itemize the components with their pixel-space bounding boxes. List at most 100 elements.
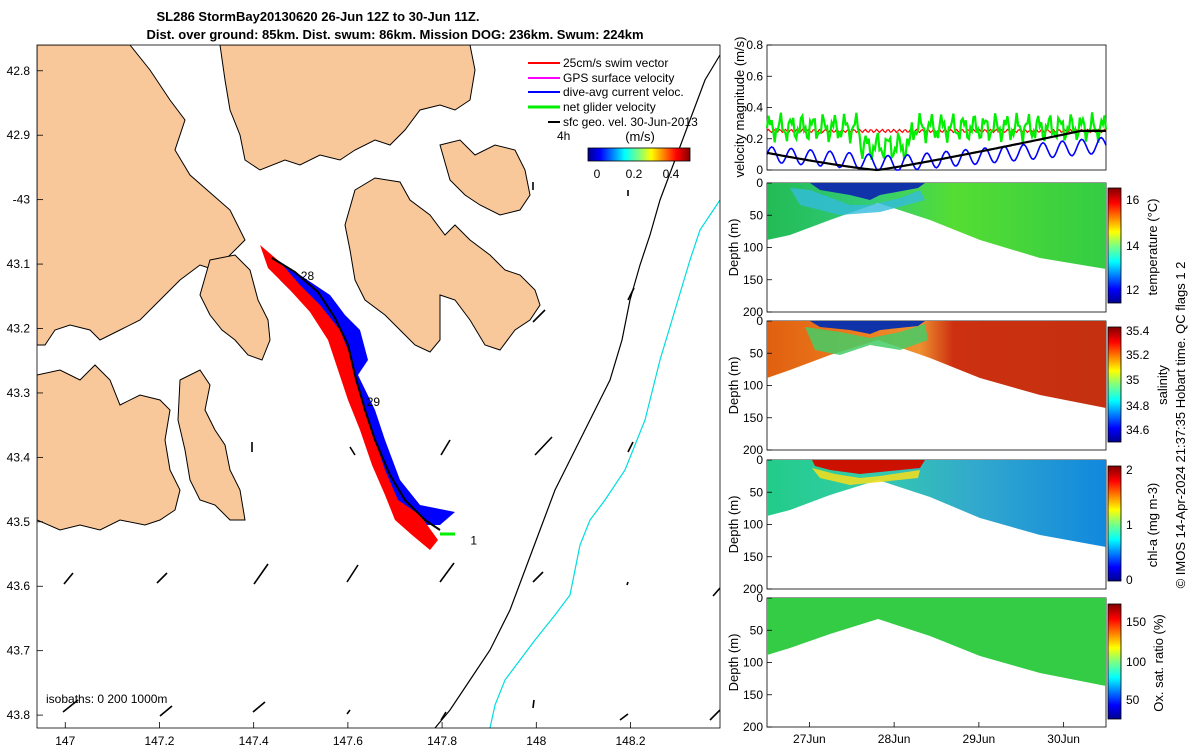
map-y-tick-label: -43: [13, 193, 31, 207]
oxygen-colorbar: [1107, 603, 1122, 720]
section-y-tick-label: 200: [743, 443, 763, 457]
salinity-panel: 35.4 35.2 35 34.8 34.6 salinity: [766, 320, 1170, 451]
oxygen-cb-tick-0: 150: [1126, 615, 1146, 629]
salinity-cb-tick-1: 35.2: [1126, 348, 1150, 362]
velocity-axes: 0 0.2 0.4 0.6 0.8: [746, 38, 772, 177]
section-y-tick-label: 50: [750, 208, 764, 222]
temperature-cb-tick-0: 16: [1126, 193, 1140, 207]
section-y-tick-label: 150: [743, 273, 763, 287]
map-x-tick-label: 148.2: [615, 734, 645, 748]
legend-gps-label: GPS surface velocity: [563, 71, 674, 85]
velocity-ylabel: velocity magnitude (m/s): [732, 37, 747, 178]
time-x-tick-label: 27Jun: [793, 732, 826, 746]
salinity-colorbar: [1107, 326, 1122, 443]
map-y-tick-label: 43.8: [7, 708, 31, 722]
temperature-cold-surface: [810, 183, 925, 200]
speed-colorbar-tick-1: 0.2: [626, 167, 643, 181]
chlorophyll-cb-label: chl-a (mg m-3): [1145, 483, 1160, 568]
section-y-tick-label: 150: [743, 688, 763, 702]
speed-colorbar-label: (m/s): [625, 129, 655, 144]
map-y-tick-label: 43.5: [7, 515, 31, 529]
temperature-cb-tick-2: 12: [1126, 283, 1140, 297]
legend-net-label: net glider velocity: [563, 100, 656, 114]
section-y-tick-label: 0: [756, 176, 763, 190]
map-x-tick-label: 147.8: [427, 734, 457, 748]
section-y-tick-label: 100: [743, 379, 763, 393]
land-peninsula: [177, 369, 246, 521]
velocity-y-tick-label: 0.2: [746, 132, 763, 146]
chlorophyll-surface-bloom: [812, 460, 925, 474]
legend-dive-label: dive-avg current veloc.: [563, 85, 684, 99]
chlorophyll-cb-tick-0: 2: [1126, 463, 1133, 477]
section-y-tick-label: 50: [750, 485, 764, 499]
section-y-tick-label: 100: [743, 656, 763, 670]
salinity-cb-tick-4: 34.6: [1126, 423, 1150, 437]
map-y-tick-label: 43.1: [7, 257, 31, 271]
map-legend: 25cm/s swim vector GPS surface velocity …: [528, 56, 698, 143]
isobaths-label: isobaths: 0 200 1000m: [46, 692, 167, 706]
temperature-panel: 16 14 12 temperature (°C): [766, 182, 1160, 313]
map-x-tick-label: 147.6: [333, 734, 363, 748]
isobath-200: [489, 199, 720, 728]
salinity-cb-tick-3: 34.8: [1126, 399, 1150, 413]
title-line-2: Dist. over ground: 85km. Dist. swum: 86k…: [146, 27, 643, 42]
chlorophyll-colorbar: [1107, 465, 1122, 582]
section-axes: 0 50 100 150 200 Depth (m) 0 50 100 150 200 Depth (…: [726, 176, 1080, 746]
temperature-cb-tick-1: 14: [1126, 239, 1140, 253]
section-y-tick-label: 150: [743, 411, 763, 425]
track-day-label: 29: [367, 395, 381, 409]
velocity-series-geo: [766, 129, 1106, 172]
chlorophyll-cb-tick-2: 0: [1126, 573, 1133, 587]
oxygen-field: [767, 598, 1106, 686]
velocity-y-tick-label: 0.8: [746, 38, 763, 52]
track-day-label: 28: [301, 269, 315, 283]
track-day-labels: 28 29 1: [301, 269, 478, 547]
sfc-geo-vel-arrows: [62, 182, 720, 721]
chlorophyll-yellow-band: [812, 468, 920, 485]
section-ylabel: Depth (m): [726, 357, 741, 415]
map-x-tick-label: 147: [55, 734, 75, 748]
land-east-cape: [439, 139, 531, 216]
map-panel: 25cm/s swim vector GPS surface velocity …: [7, 44, 721, 748]
section-y-tick-label: 200: [743, 720, 763, 734]
speed-colorbar: (m/s) 0 0.2 0.4: [587, 129, 691, 181]
map-axes: 147 147.2 147.4 147.6 147.8 148 148.2 42.8 42.9 -…: [7, 64, 646, 748]
legend-sfc-label: sfc geo. vel. 30-Jun-2013: [563, 115, 698, 129]
land-east: [344, 177, 541, 353]
map-contents: 25cm/s swim vector GPS surface velocity …: [37, 45, 720, 728]
temperature-colorbar: [1107, 187, 1122, 304]
map-x-tick-label: 148: [526, 734, 546, 748]
velocity-series: [765, 112, 1108, 172]
temperature-cyan-band: [790, 188, 925, 215]
glider-track: [271, 257, 441, 531]
section-y-tick-label: 0: [756, 314, 763, 328]
map-frame: [36, 44, 721, 729]
velocity-series-net: [765, 112, 1108, 161]
velocity-y-tick-label: 0.6: [746, 69, 763, 83]
velocity-frame: [766, 44, 1107, 171]
map-x-tick-label: 147.4: [239, 734, 269, 748]
chlorophyll-cb-tick-1: 1: [1126, 518, 1133, 532]
map-y-tick-label: 43.6: [7, 579, 31, 593]
section-y-tick-label: 50: [750, 346, 764, 360]
land-west: [37, 45, 246, 346]
salinity-cb-tick-0: 35.4: [1126, 324, 1150, 338]
track-day-label: 1: [470, 533, 477, 547]
land-west-2: [37, 364, 181, 531]
temperature-field: [767, 183, 1106, 269]
oxygen-panel: 150 100 50 Ox. sat. ratio (%): [766, 597, 1166, 728]
speed-colorbar-tick-0: 0: [594, 167, 601, 181]
salinity-fresh-surface: [810, 321, 925, 334]
time-x-tick-label: 30Jun: [1047, 732, 1080, 746]
map-y-tick-label: 43.2: [7, 322, 31, 336]
section-y-tick-label: 150: [743, 550, 763, 564]
section-ylabel: Depth (m): [726, 634, 741, 692]
footer-credit: © IMOS 14-Apr-2024 21:37:35 Hobart time.…: [1173, 262, 1188, 589]
map-x-tick-label: 147.2: [144, 734, 174, 748]
time-x-tick-label: 29Jun: [963, 732, 996, 746]
velocity-y-tick-label: 0.4: [746, 101, 763, 115]
oxygen-cb-label: Ox. sat. ratio (%): [1151, 614, 1166, 712]
salinity-cb-tick-2: 35: [1126, 373, 1140, 387]
time-x-tick-label: 28Jun: [878, 732, 911, 746]
temperature-cb-label: temperature (°C): [1145, 199, 1160, 296]
